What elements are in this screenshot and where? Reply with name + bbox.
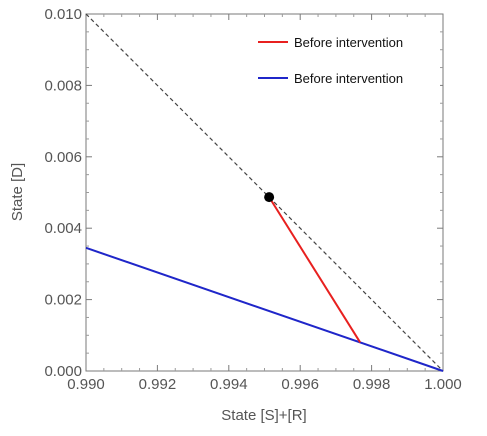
x-tick-label: 0.998 xyxy=(353,376,391,393)
x-tick-label: 0.990 xyxy=(67,376,105,393)
series-line-1 xyxy=(85,246,444,372)
legend-label: Before intervention xyxy=(294,71,403,86)
marker-layer xyxy=(264,192,275,203)
dashed-reference-line xyxy=(85,13,444,372)
x-tick-label: 0.992 xyxy=(139,376,177,393)
series-line-0 xyxy=(268,196,362,343)
y-tick-label: 0.010 xyxy=(44,6,82,23)
y-tick-label: 0.008 xyxy=(44,77,82,94)
y-tick-label: 0.004 xyxy=(44,220,82,237)
y-tick-label: 0.000 xyxy=(44,363,82,380)
y-axis: 0.000 0.002 0.004 0.006 0.008 0.010 xyxy=(44,6,443,380)
y-axis-title: State [D] xyxy=(9,163,26,221)
legend-box xyxy=(252,28,440,90)
legend: Before intervention Before intervention xyxy=(252,28,440,90)
legend-label: Before intervention xyxy=(294,35,403,50)
initial-state-marker xyxy=(264,192,275,203)
series-layer xyxy=(85,13,444,372)
x-tick-label: 0.994 xyxy=(210,376,248,393)
x-axis-title: State [S]+[R] xyxy=(221,407,306,424)
x-tick-label: 0.996 xyxy=(281,376,319,393)
y-tick-label: 0.002 xyxy=(44,292,82,309)
y-tick-label: 0.006 xyxy=(44,149,82,166)
x-tick-label: 1.000 xyxy=(424,376,462,393)
x-axis: 0.990 0.992 0.994 0.996 0.998 1.000 xyxy=(67,14,462,393)
